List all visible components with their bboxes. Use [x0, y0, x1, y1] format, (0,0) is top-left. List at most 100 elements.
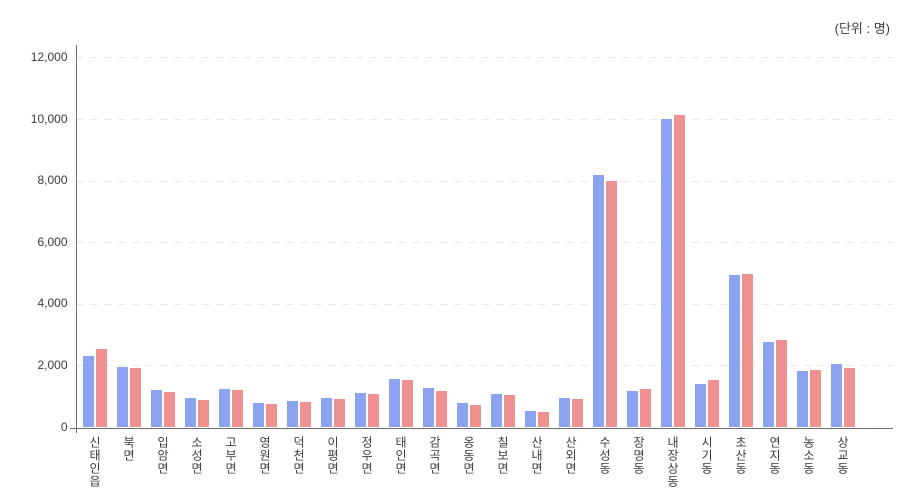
gridline	[75, 119, 893, 120]
x-tick-label-text: 신태인읍	[87, 436, 102, 488]
bar-series-blue[interactable]	[558, 397, 570, 428]
x-tick-label: 소성면	[180, 436, 214, 475]
x-tick-label-text: 산외면	[563, 436, 578, 475]
x-tick-label-text: 이평면	[325, 436, 340, 475]
x-tick-label: 덕천면	[282, 436, 316, 475]
bar-series-blue[interactable]	[830, 364, 842, 428]
x-tick-label: 내장상동	[656, 436, 690, 488]
x-tick-label-text: 고부면	[223, 436, 238, 475]
bar-series-red[interactable]	[265, 404, 277, 428]
gridline	[75, 303, 893, 305]
bar-series-red[interactable]	[809, 369, 821, 428]
bar-series-blue[interactable]	[388, 379, 400, 428]
y-axis-line	[75, 45, 77, 433]
x-tick-label: 고부면	[214, 436, 248, 475]
x-tick-label: 이평면	[316, 436, 350, 475]
x-tick-label-text: 태인면	[393, 436, 408, 475]
x-axis-line	[69, 427, 893, 429]
bar-series-red[interactable]	[741, 273, 753, 428]
bar-series-red[interactable]	[333, 398, 345, 428]
y-tick-label: 2,000	[37, 357, 68, 372]
x-tick-label: 북면	[112, 436, 146, 462]
x-tick-label: 태인면	[384, 436, 418, 475]
bar-series-red[interactable]	[605, 181, 617, 428]
y-tick-label: 8,000	[37, 173, 68, 188]
bar-series-blue[interactable]	[116, 367, 128, 428]
x-tick-label-text: 정우면	[359, 436, 374, 475]
x-tick-label: 농소동	[792, 436, 826, 475]
x-tick-label-text: 소성면	[189, 436, 204, 475]
y-tick-label: 12,000	[30, 49, 68, 64]
x-tick-label-text: 시기동	[699, 436, 714, 475]
bar-series-blue[interactable]	[286, 401, 298, 428]
x-tick-label: 감곡면	[418, 436, 452, 475]
x-tick-label: 정우면	[350, 436, 384, 475]
bar-series-blue[interactable]	[796, 371, 808, 428]
bar-series-blue[interactable]	[660, 119, 672, 428]
bar-series-blue[interactable]	[490, 394, 502, 428]
bar-series-red[interactable]	[231, 389, 243, 428]
x-tick-label-text: 산내면	[529, 436, 544, 475]
bar-series-blue[interactable]	[150, 390, 162, 428]
bar-series-red[interactable]	[129, 368, 141, 428]
x-tick-label-text: 칠보면	[495, 436, 510, 475]
x-tick-label-text: 덕천면	[291, 436, 306, 475]
bar-series-red[interactable]	[843, 368, 855, 428]
y-tick-label: 6,000	[37, 234, 68, 249]
bar-series-blue[interactable]	[626, 391, 638, 428]
bar-series-blue[interactable]	[82, 355, 94, 428]
bar-series-blue[interactable]	[728, 275, 740, 428]
bar-series-blue[interactable]	[354, 393, 366, 428]
gridline	[75, 365, 893, 367]
bar-series-blue[interactable]	[252, 402, 264, 428]
bar-series-blue[interactable]	[218, 389, 230, 428]
gridline	[75, 180, 893, 182]
x-tick-label-text: 농소동	[801, 436, 816, 475]
bar-series-red[interactable]	[469, 405, 481, 428]
x-tick-label-text: 상교동	[835, 436, 850, 475]
x-tick-label-text: 장명동	[631, 436, 646, 475]
bar-series-red[interactable]	[639, 389, 651, 428]
x-tick-label-text: 옹동면	[461, 436, 476, 475]
x-tick-label: 초산동	[724, 436, 758, 475]
x-tick-label-text: 연지동	[767, 436, 782, 475]
x-tick-label-text: 입암면	[155, 436, 170, 475]
bar-series-blue[interactable]	[762, 342, 774, 428]
y-tick-label: 10,000	[30, 111, 68, 126]
bar-series-red[interactable]	[571, 399, 583, 428]
gridline	[75, 242, 893, 244]
bar-series-blue[interactable]	[592, 175, 604, 428]
bar-series-red[interactable]	[95, 349, 107, 428]
bar-series-red[interactable]	[707, 379, 719, 428]
bar-series-red[interactable]	[503, 395, 515, 428]
x-tick-label: 입암면	[146, 436, 180, 475]
bar-series-red[interactable]	[401, 380, 413, 428]
x-tick-label-text: 수성동	[597, 436, 612, 475]
x-tick-label-text: 감곡면	[427, 436, 442, 475]
bar-series-red[interactable]	[197, 400, 209, 428]
x-tick-label: 시기동	[690, 436, 724, 475]
bar-series-red[interactable]	[367, 394, 379, 428]
x-tick-label: 연지동	[758, 436, 792, 475]
bar-series-red[interactable]	[673, 115, 685, 428]
x-tick-label: 옹동면	[452, 436, 486, 475]
x-tick-label-text: 북면	[121, 436, 136, 462]
bar-series-red[interactable]	[435, 390, 447, 428]
y-tick-label: 4,000	[37, 296, 68, 311]
x-tick-label-text: 내장상동	[665, 436, 680, 488]
bar-series-red[interactable]	[163, 391, 175, 428]
bar-series-blue[interactable]	[456, 402, 468, 428]
bar-series-red[interactable]	[775, 339, 787, 428]
bar-series-blue[interactable]	[694, 384, 706, 428]
gridline	[75, 57, 893, 59]
bar-series-blue[interactable]	[422, 387, 434, 428]
bar-series-blue[interactable]	[184, 398, 196, 428]
bar-series-blue[interactable]	[320, 398, 332, 428]
bar-series-red[interactable]	[537, 411, 549, 428]
bar-series-blue[interactable]	[524, 410, 536, 428]
bar-series-red[interactable]	[299, 401, 311, 428]
x-tick-label: 영원면	[248, 436, 282, 475]
x-tick-label: 신태인읍	[78, 436, 112, 488]
x-tick-label: 상교동	[826, 436, 860, 475]
